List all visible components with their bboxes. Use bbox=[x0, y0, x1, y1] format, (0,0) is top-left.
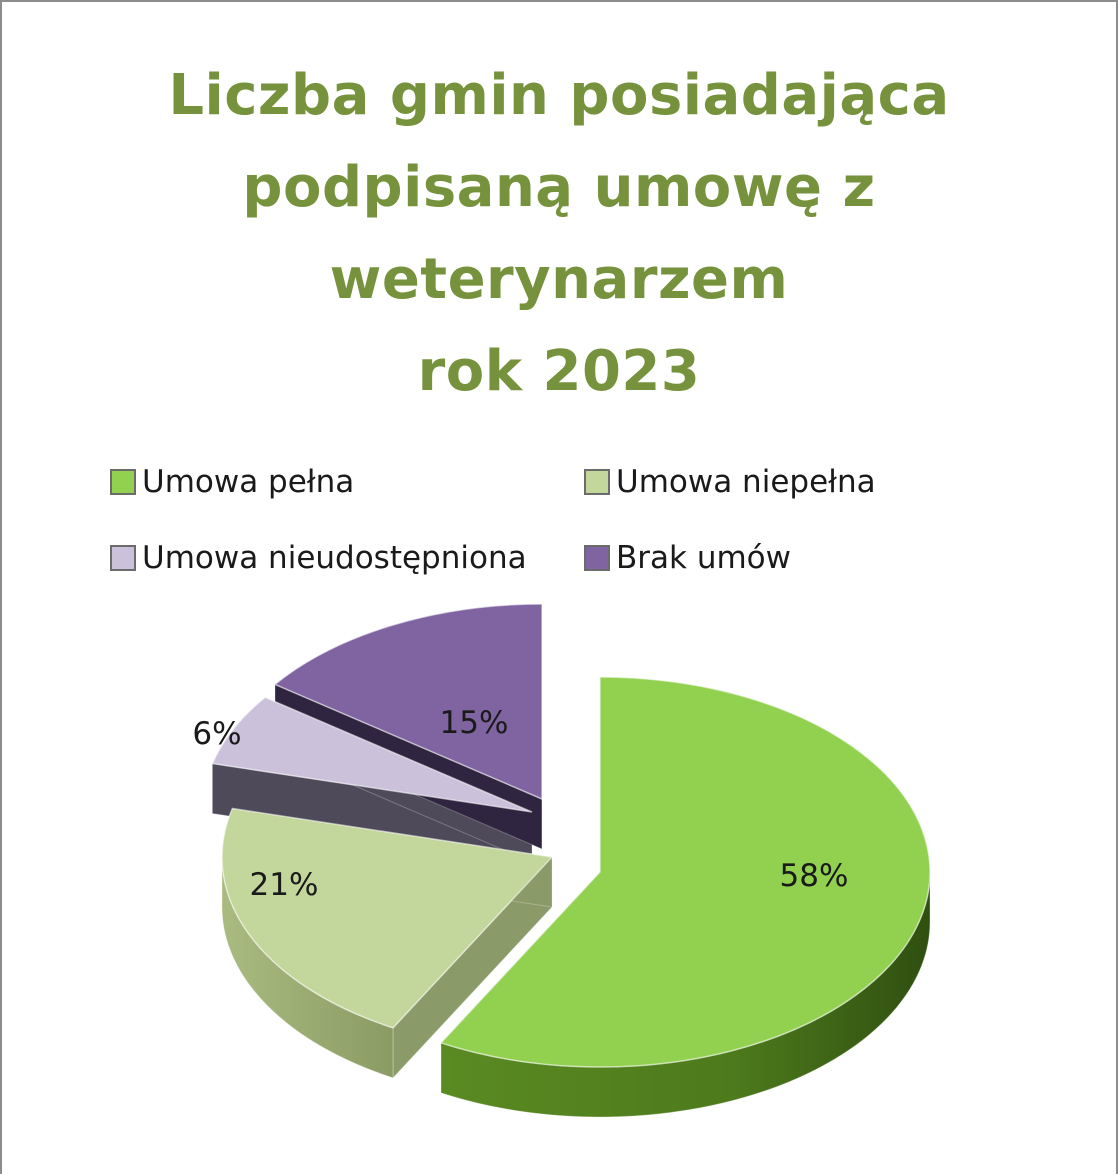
pie-slice-brak-umow bbox=[273, 603, 543, 801]
legend-item-umowa-pelna: Umowa pełna bbox=[110, 464, 354, 500]
legend-label-brak-umow: Brak umów bbox=[616, 540, 791, 576]
title-line-3: weterynarzem bbox=[329, 247, 789, 312]
legend-item-brak-umow: Brak umów bbox=[584, 540, 791, 576]
chart-title: Liczba gmin posiadająca podpisaną umowę … bbox=[2, 50, 1116, 418]
legend-swatch-brak-umow bbox=[584, 545, 610, 571]
pie-slice-umowa-nieudostepniona bbox=[211, 696, 533, 813]
legend-swatch-umowa-nieudostepniona bbox=[110, 545, 136, 571]
title-line-2: podpisaną umowę z bbox=[242, 155, 876, 220]
pie-tops bbox=[211, 603, 931, 1068]
pie-labels: 58% 21% 6% 15% bbox=[192, 705, 848, 903]
legend-swatch-umowa-pelna bbox=[110, 469, 136, 495]
data-label-umowa-niepelna: 21% bbox=[250, 867, 319, 903]
legend-item-umowa-nieudostepniona: Umowa nieudostępniona bbox=[110, 540, 527, 576]
data-label-brak-umow: 15% bbox=[440, 705, 509, 741]
title-line-1: Liczba gmin posiadająca bbox=[168, 63, 950, 128]
legend-label-umowa-niepelna: Umowa niepełna bbox=[616, 464, 876, 500]
legend-label-umowa-nieudostepniona: Umowa nieudostępniona bbox=[142, 540, 527, 576]
legend-label-umowa-pelna: Umowa pełna bbox=[142, 464, 355, 500]
data-label-umowa-nieudostepniona: 6% bbox=[192, 716, 241, 752]
data-label-umowa-pelna: 58% bbox=[780, 858, 849, 894]
pie-slice-umowa-niepelna bbox=[221, 807, 554, 1029]
legend-swatch-umowa-niepelna bbox=[584, 469, 610, 495]
title-line-4: rok 2023 bbox=[417, 339, 701, 404]
pie-slice-umowa-pelna bbox=[439, 676, 931, 1068]
legend-item-umowa-niepelna: Umowa niepełna bbox=[584, 464, 876, 500]
